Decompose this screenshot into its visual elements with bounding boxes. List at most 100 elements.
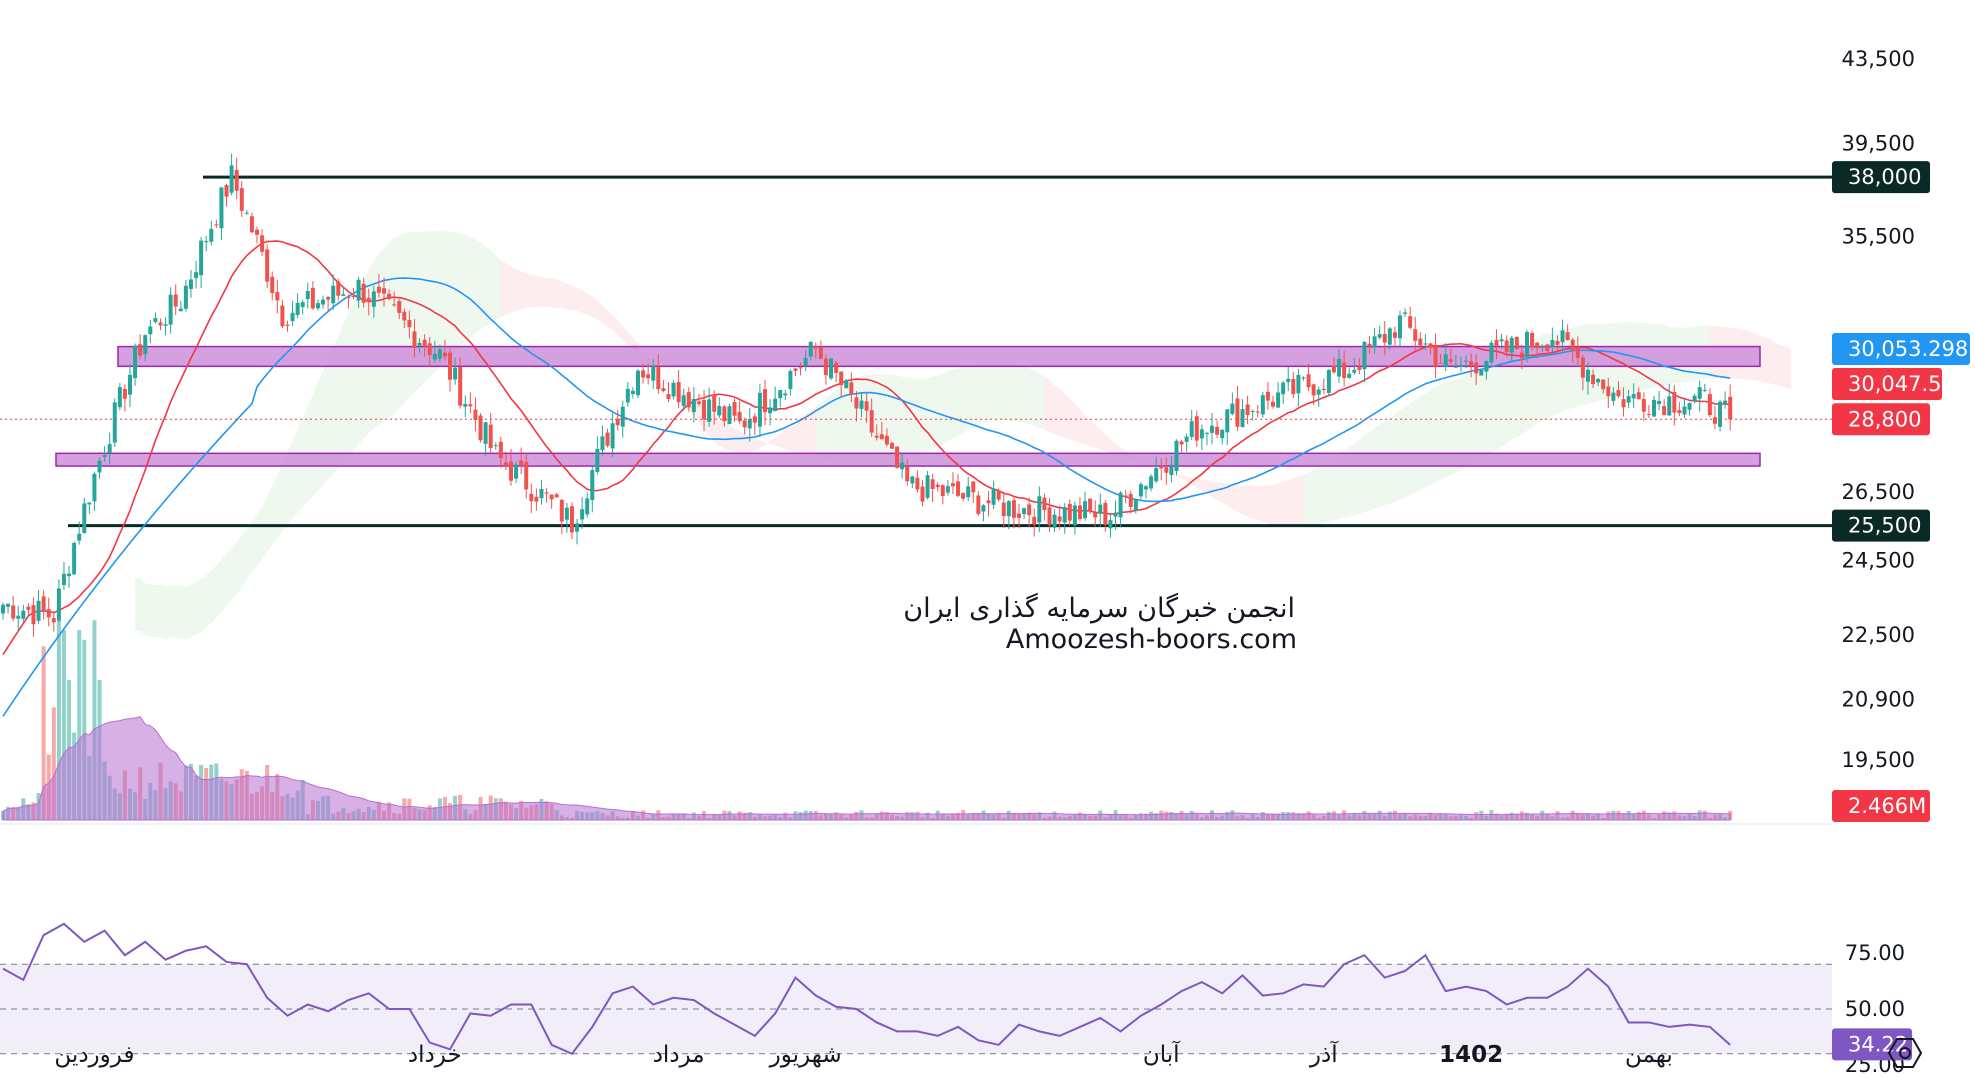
cloud-segment xyxy=(627,331,633,351)
cloud-segment xyxy=(1252,485,1258,521)
volume-bar xyxy=(92,620,97,820)
candle-body xyxy=(590,470,595,501)
candle-body xyxy=(539,489,544,499)
candle-body xyxy=(1113,512,1118,517)
cloud-segment xyxy=(1034,370,1040,428)
candle-body xyxy=(285,324,290,326)
candle-body xyxy=(763,389,767,413)
candle-body xyxy=(1408,316,1413,328)
candle-body xyxy=(1133,499,1138,511)
candle-body xyxy=(1321,388,1326,391)
time-axis[interactable]: فروردین خرداد مرداد شهریور آبان آذر 1402 بهمن xyxy=(54,1040,1672,1068)
candle-body xyxy=(56,588,61,621)
candle-body xyxy=(661,388,666,392)
gear-icon[interactable] xyxy=(1887,1038,1923,1068)
candle-body xyxy=(1337,358,1342,377)
rsi-value-tag: 34.22 xyxy=(1832,1028,1912,1061)
candle-body xyxy=(1047,507,1052,526)
cloud-segment xyxy=(998,361,1004,421)
candle-body xyxy=(854,397,859,409)
candle-body xyxy=(666,394,671,400)
candle-body xyxy=(747,419,752,429)
candle-body xyxy=(1235,398,1240,427)
cloud-segment xyxy=(1064,393,1070,440)
cloud-segment xyxy=(1455,376,1461,473)
cloud-segment xyxy=(1217,482,1223,503)
candle-body xyxy=(422,339,427,347)
candle-body xyxy=(290,312,295,322)
price-axis[interactable]: 43,500 39,500 35,500 26,500 24,500 22,500 20,9… xyxy=(1842,47,1915,772)
candle-body xyxy=(890,442,894,449)
volume-bar xyxy=(77,630,82,820)
candle-body xyxy=(600,436,605,451)
candle-body xyxy=(1504,340,1509,353)
cloud-segment xyxy=(282,451,288,532)
candle-body xyxy=(1565,332,1570,341)
cloud-segment xyxy=(399,233,405,409)
cloud-segment xyxy=(1775,342,1781,387)
candle-body xyxy=(940,485,945,497)
cloud-segment xyxy=(541,276,547,307)
time-axis-label: آبان xyxy=(1143,1040,1181,1068)
candle-body xyxy=(1296,374,1301,394)
candle-body xyxy=(1067,503,1072,521)
candle-body xyxy=(656,367,661,390)
support-tag: 25,500 xyxy=(1832,509,1930,542)
cloud-segment xyxy=(1369,428,1375,511)
candle-body xyxy=(1,604,5,614)
candle-body xyxy=(321,299,326,305)
cloud-segment xyxy=(1486,363,1492,457)
candle-body xyxy=(178,308,183,312)
candle-body xyxy=(925,475,930,498)
candle-body xyxy=(509,461,513,481)
cloud-segment xyxy=(1760,335,1766,383)
candle-body xyxy=(82,503,87,533)
candle-body xyxy=(1697,387,1702,399)
cloud-segment xyxy=(1044,376,1050,433)
candle-body xyxy=(620,406,625,427)
cloud-segment xyxy=(993,361,999,422)
candle-body xyxy=(895,446,900,468)
support-zone[interactable] xyxy=(55,452,1761,467)
candle-body xyxy=(869,410,874,433)
cloud-segment xyxy=(531,274,537,308)
candle-body xyxy=(503,462,508,466)
price-tick-label: 24,500 xyxy=(1842,549,1915,573)
svg-text:30,047.5: 30,047.5 xyxy=(1848,372,1942,396)
cloud-segment xyxy=(1476,367,1482,462)
cloud-segment xyxy=(373,253,379,429)
cloud-segment xyxy=(1501,355,1507,447)
candle-body xyxy=(300,302,305,308)
cloud-segment xyxy=(1049,380,1055,435)
cloud-segment xyxy=(790,421,796,453)
candle-body xyxy=(991,488,996,505)
cloud-segment xyxy=(272,474,278,545)
candle-body xyxy=(1057,516,1062,522)
cloud-segment xyxy=(1293,476,1299,527)
candle-body xyxy=(859,400,864,409)
candle-body xyxy=(1433,345,1438,367)
candle-body xyxy=(1682,406,1687,415)
cloud-segment xyxy=(724,421,730,451)
cloud-segment xyxy=(1013,363,1019,422)
cloud-segment xyxy=(805,410,811,457)
candle-body xyxy=(1083,501,1088,519)
candle-body xyxy=(529,493,534,502)
watermark-line1: انجمن خبرگان سرمایه گذاری ایران xyxy=(903,592,1295,624)
cloud-segment xyxy=(1303,472,1309,527)
cloud-segment xyxy=(1506,352,1512,444)
candle-body xyxy=(87,502,92,505)
cloud-segment xyxy=(592,296,598,320)
candle-body xyxy=(183,285,188,309)
candle-body xyxy=(315,303,320,309)
candle-body xyxy=(1260,395,1265,415)
cloud-segment xyxy=(744,433,750,453)
candle-body xyxy=(346,296,351,298)
candle-body xyxy=(971,481,976,493)
candle-body xyxy=(793,368,798,371)
candle-body xyxy=(1728,396,1733,420)
time-axis-label: شهریور xyxy=(769,1042,842,1068)
cloud-segment xyxy=(1328,456,1334,522)
candle-body xyxy=(463,403,468,407)
